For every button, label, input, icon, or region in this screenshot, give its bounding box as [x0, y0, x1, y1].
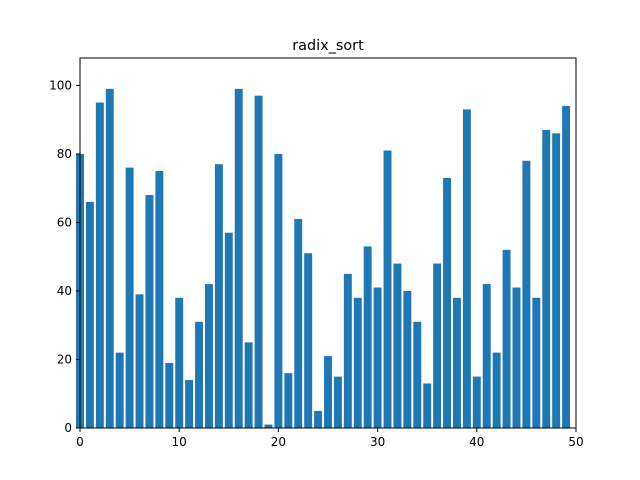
bar [195, 321, 204, 428]
bar [403, 290, 412, 428]
y-tick-label: 60 [57, 215, 72, 229]
bars-group [76, 88, 571, 429]
plot-frame [79, 57, 577, 429]
x-tick-label: 0 [76, 435, 84, 449]
bar [502, 249, 511, 428]
bar [314, 410, 323, 428]
bar [532, 297, 541, 428]
y-tick-label: 40 [57, 284, 72, 298]
bar [333, 376, 342, 428]
bar [214, 164, 223, 428]
bar [105, 88, 114, 428]
bar [204, 284, 213, 428]
bar [324, 356, 332, 428]
bar [304, 253, 313, 428]
bar [433, 263, 442, 428]
bar [443, 177, 452, 428]
bar [264, 424, 273, 428]
bar [383, 150, 392, 428]
bar [244, 342, 253, 428]
bar [185, 380, 194, 428]
bar [353, 297, 362, 428]
bar [373, 287, 382, 428]
y-tick-label: 0 [64, 421, 72, 435]
bar [452, 297, 461, 428]
bar [562, 105, 571, 429]
bar [512, 287, 521, 428]
bar [423, 383, 432, 428]
bar [343, 273, 352, 428]
bar [522, 160, 531, 428]
bar [95, 102, 104, 428]
y-tick-label: 80 [57, 147, 72, 161]
bar [115, 352, 124, 428]
bar [224, 232, 233, 428]
bar [145, 195, 154, 428]
bar [393, 263, 402, 428]
bar [492, 352, 501, 428]
x-tick-label: 50 [568, 435, 583, 449]
bar [254, 95, 263, 428]
bar [85, 201, 94, 428]
x-tick-label: 40 [469, 435, 484, 449]
bar [135, 294, 144, 428]
bar [175, 297, 184, 428]
x-tick-label: 10 [172, 435, 187, 449]
bar [234, 88, 243, 428]
x-axis: 0 10 20 30 40 50 [76, 428, 584, 449]
bar [472, 376, 481, 428]
bar [294, 219, 303, 428]
chart-title: radix_sort [292, 38, 364, 54]
x-tick-label: 30 [370, 435, 385, 449]
bar [482, 284, 491, 428]
bar [155, 171, 164, 428]
y-tick-label: 20 [57, 352, 72, 366]
bar [363, 246, 372, 428]
bar [165, 362, 174, 428]
bar [552, 133, 561, 428]
bar [125, 167, 134, 428]
bar [413, 321, 422, 428]
bar [274, 153, 283, 428]
x-tick-label: 20 [271, 435, 286, 449]
y-tick-label: 100 [49, 78, 72, 92]
bar [284, 373, 293, 428]
bar [542, 129, 551, 428]
y-axis: 0 20 40 60 80 100 [49, 78, 80, 435]
bar [462, 109, 471, 428]
